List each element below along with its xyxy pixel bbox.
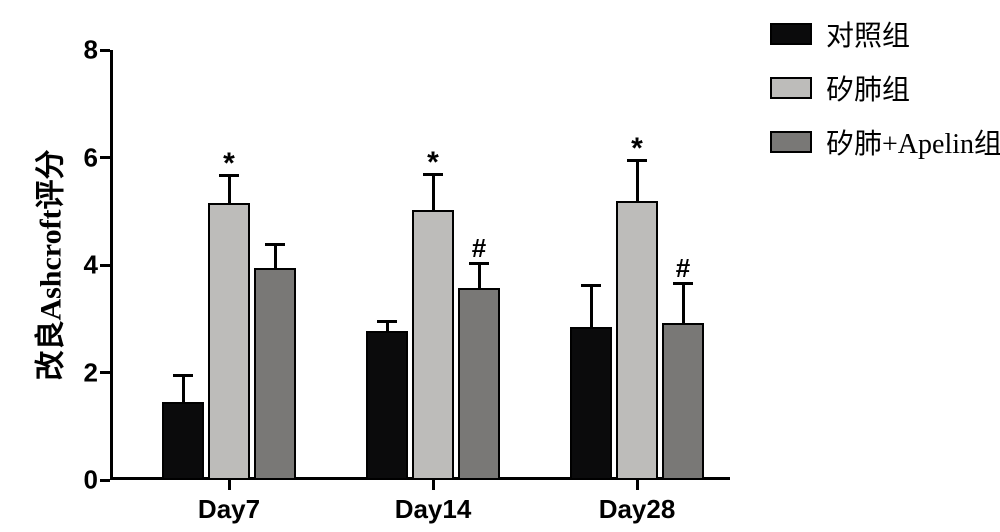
bar-silicosis_apelin <box>662 323 704 480</box>
bar-annotation: # <box>676 253 690 284</box>
legend-item-silicosis: 矽肺组 <box>770 68 1000 108</box>
x-category-label: Day14 <box>395 494 472 525</box>
y-axis-title: 改良Ashcroft评分 <box>28 50 68 480</box>
error-bar <box>590 285 593 327</box>
y-tick <box>100 479 110 482</box>
bar-annotation: * <box>427 146 439 180</box>
error-bar <box>274 244 277 268</box>
x-category-label: Day28 <box>599 494 676 525</box>
error-bar <box>478 263 481 287</box>
bar-silicosis <box>616 201 658 481</box>
legend-item-silicosis_apelin: 矽肺+Apelin组 <box>770 122 1000 162</box>
y-tick-label: 8 <box>84 35 98 66</box>
x-tick <box>636 480 639 490</box>
error-cap <box>265 243 285 246</box>
bar-silicosis_apelin <box>458 288 500 480</box>
legend: 对照组矽肺组矽肺+Apelin组 <box>770 14 1000 176</box>
bar-silicosis <box>412 210 454 480</box>
error-bar <box>636 160 639 200</box>
plot-area: 02468Day7*Day14*#Day28*# <box>110 50 730 480</box>
bar-annotation: * <box>223 147 235 181</box>
error-bar <box>682 283 685 323</box>
legend-swatch <box>770 23 812 45</box>
y-axis-line <box>110 50 113 480</box>
bar-control <box>366 331 408 480</box>
error-bar <box>182 375 185 402</box>
x-tick <box>432 480 435 490</box>
legend-swatch <box>770 77 812 99</box>
legend-label: 矽肺组 <box>826 68 910 108</box>
chart-container: 改良Ashcroft评分 0 2 4 6 8 Day7 * Day14 * # Day28 * # 对照… <box>0 0 1000 532</box>
legend-swatch <box>770 131 812 153</box>
legend-label: 对照组 <box>826 14 910 54</box>
bar-annotation: * <box>631 132 643 166</box>
x-tick <box>228 480 231 490</box>
legend-label: 矽肺+Apelin组 <box>826 122 1000 162</box>
y-tick <box>100 371 110 374</box>
x-category-label: Day7 <box>198 494 260 525</box>
error-cap <box>581 284 601 287</box>
legend-item-control: 对照组 <box>770 14 1000 54</box>
y-tick <box>100 264 110 267</box>
bar-silicosis_apelin <box>254 268 296 480</box>
y-tick <box>100 49 110 52</box>
y-tick <box>100 156 110 159</box>
bar-silicosis <box>208 203 250 480</box>
y-tick-label: 4 <box>84 250 98 281</box>
bar-control <box>162 402 204 480</box>
bar-annotation: # <box>472 233 486 264</box>
y-tick-label: 2 <box>84 357 98 388</box>
y-tick-label: 0 <box>84 465 98 496</box>
error-cap <box>377 320 397 323</box>
y-axis-title-text: 改良Ashcroft评分 <box>26 149 70 380</box>
y-tick-label: 6 <box>84 142 98 173</box>
bar-control <box>570 327 612 480</box>
error-cap <box>173 374 193 377</box>
